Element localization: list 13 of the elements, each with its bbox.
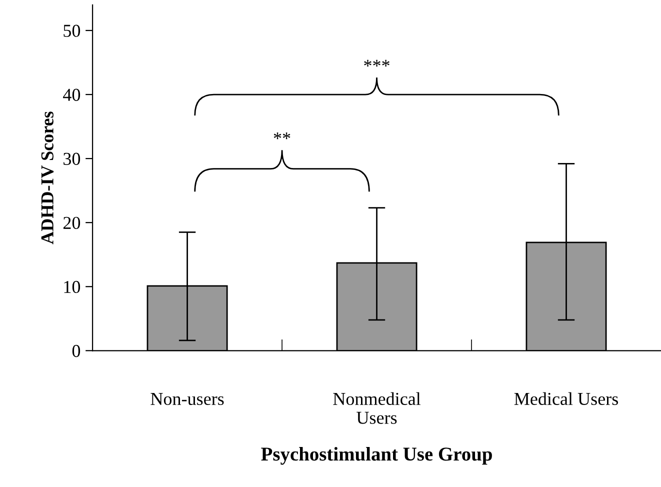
y-tick-label: 20 [63, 216, 80, 230]
annotation: ** [274, 132, 290, 140]
y-tick-label: 0 [72, 344, 80, 358]
x-tick-label: Nonmedical Users [333, 392, 421, 424]
y-tick-label: 10 [64, 280, 80, 294]
x-tick-label: Non-users [150, 393, 224, 406]
y-tick-label: 40 [63, 88, 80, 101]
x-tick-label: Medical Users [514, 392, 618, 406]
x-axis-title: Psychostimulant Use Group [261, 447, 492, 465]
y-tick-label: 50 [64, 24, 80, 37]
y-tick-label: 30 [64, 152, 80, 165]
annotation: *** [364, 60, 390, 67]
y-axis-title: ADHD-IV Scores [41, 112, 54, 244]
